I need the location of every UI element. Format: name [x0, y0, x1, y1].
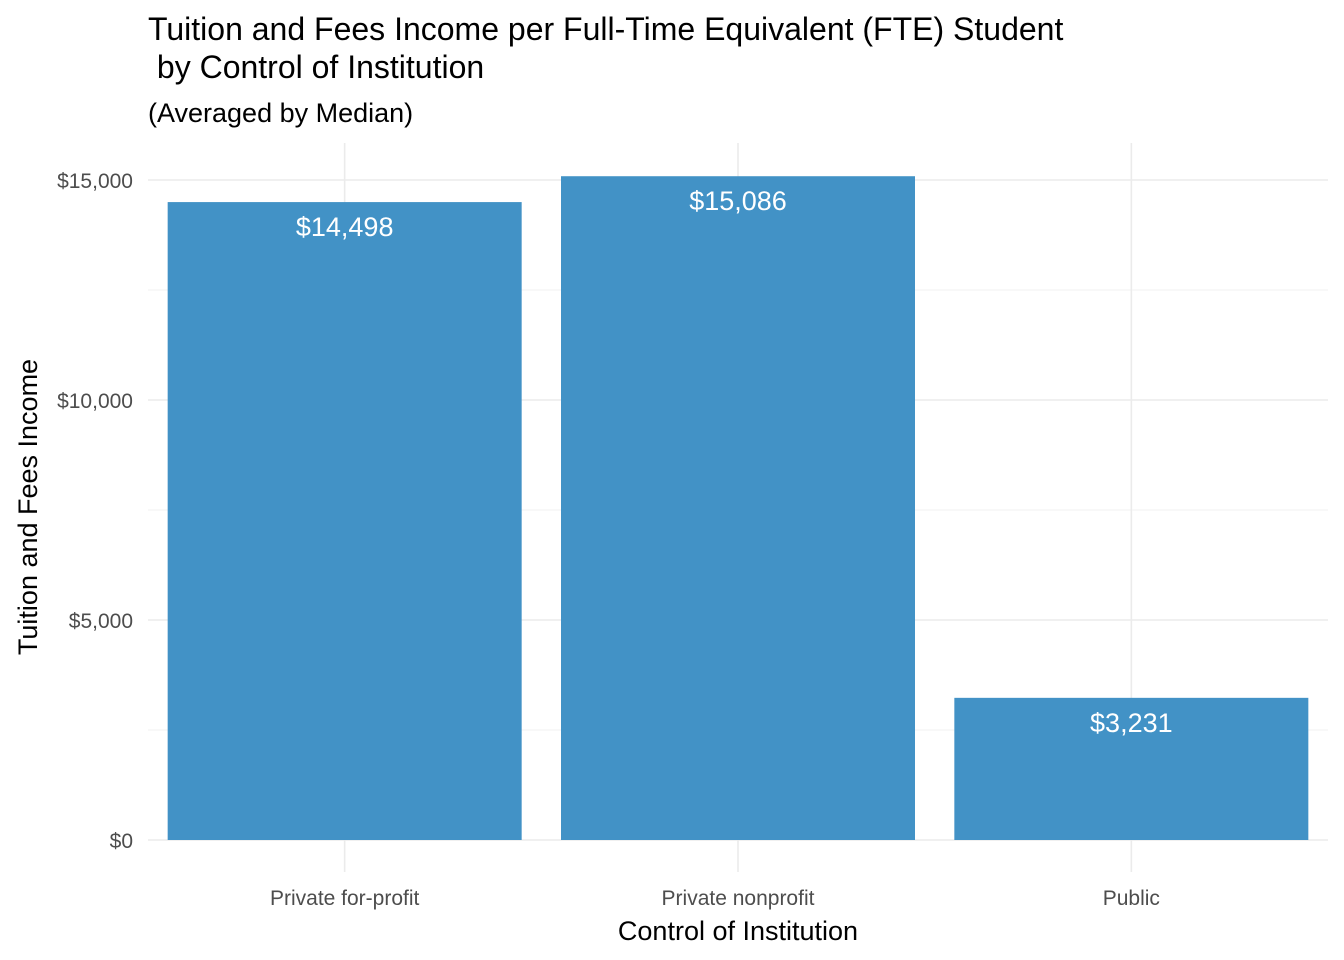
- y-axis-tick-labels: $0 $5,000 $10,000 $15,000: [57, 170, 133, 853]
- chart-title-line-1: Tuition and Fees Income per Full-Time Eq…: [148, 11, 1063, 47]
- x-axis-title: Control of Institution: [618, 916, 858, 946]
- y-tick-label: $10,000: [57, 390, 133, 413]
- x-tick-label: Private nonprofit: [662, 887, 815, 910]
- x-tick-label: Private for-profit: [270, 887, 420, 910]
- bar: [954, 697, 1309, 840]
- x-axis-tick-labels: Private for-profit Private nonprofit Publi…: [270, 887, 1160, 910]
- data-labels: $14,498 $15,086 $3,231: [296, 186, 1173, 738]
- y-axis-title: Tuition and Fees Income: [13, 359, 43, 655]
- bar-value-label: $15,086: [689, 186, 787, 216]
- y-tick-label: $0: [110, 830, 133, 853]
- chart-subtitle: (Averaged by Median): [148, 98, 413, 128]
- bar-value-label: $3,231: [1090, 708, 1173, 738]
- y-tick-label: $5,000: [69, 610, 133, 633]
- chart-title-line-2: by Control of Institution: [148, 49, 484, 85]
- bar: [561, 176, 915, 840]
- y-tick-label: $15,000: [57, 170, 133, 193]
- bars: [167, 176, 1309, 840]
- bar-value-label: $14,498: [296, 212, 394, 242]
- x-tick-label: Public: [1103, 887, 1160, 910]
- bar: [167, 202, 522, 840]
- chart-header: Tuition and Fees Income per Full-Time Eq…: [148, 11, 1063, 128]
